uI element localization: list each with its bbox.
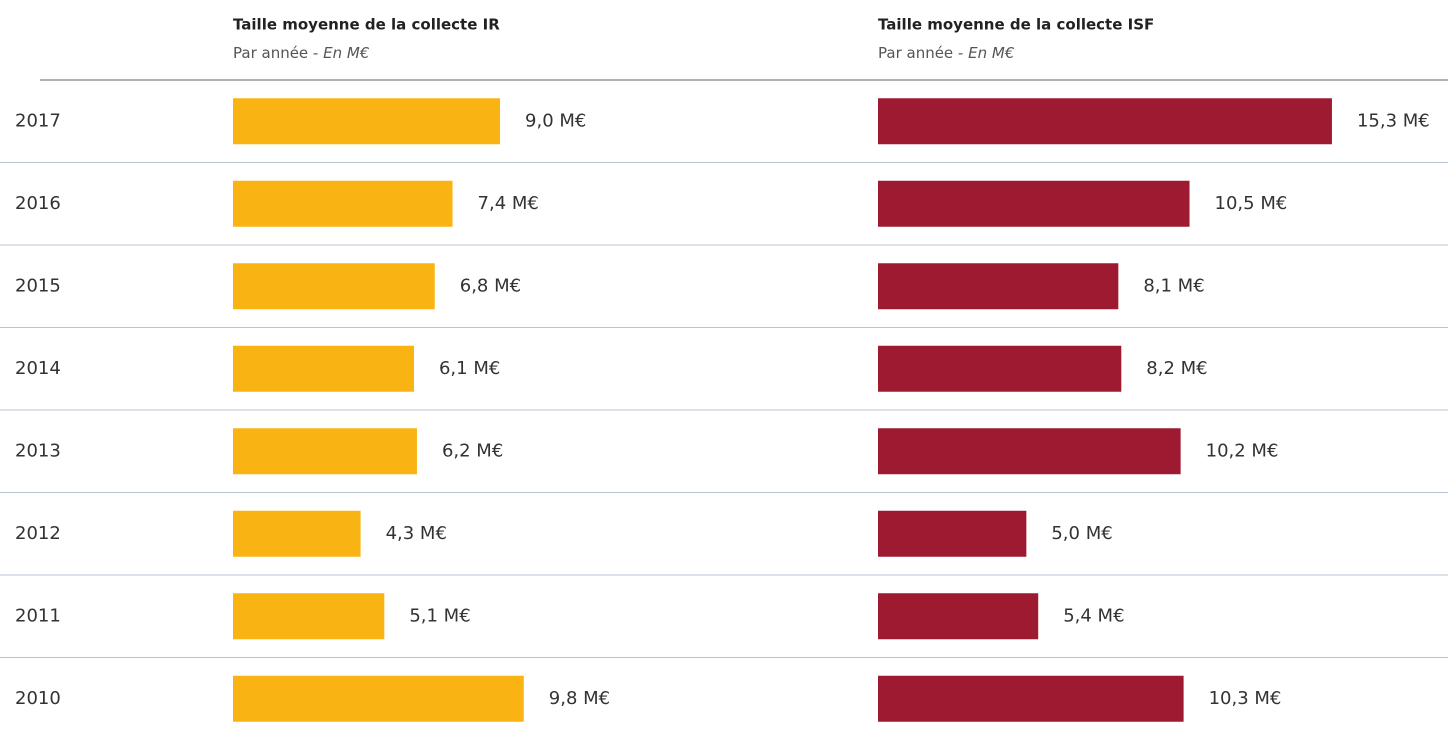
year-label: 2011	[15, 605, 61, 626]
bar	[233, 510, 361, 557]
value-label: 15,3 M€	[1357, 110, 1430, 131]
bar	[878, 180, 1190, 227]
year-label: 2010	[15, 688, 61, 709]
panel-subtitle: Par année - En M€	[878, 44, 1015, 62]
bar	[878, 345, 1122, 392]
bar	[878, 675, 1184, 722]
value-label: 7,4 M€	[478, 193, 539, 214]
subtitle-text: Par année -	[233, 44, 323, 62]
value-label: 5,1 M€	[409, 605, 470, 626]
value-label: 10,3 M€	[1209, 688, 1282, 709]
subtitle-unit: En M€	[968, 44, 1015, 62]
value-label: 10,5 M€	[1215, 193, 1288, 214]
value-label: 6,1 M€	[439, 358, 500, 379]
bar	[233, 593, 385, 640]
value-label: 4,3 M€	[386, 523, 447, 544]
panel-title: Taille moyenne de la collecte IR	[233, 16, 500, 34]
year-label: 2014	[15, 358, 61, 379]
value-label: 6,8 M€	[460, 275, 521, 296]
year-label: 2016	[15, 193, 61, 214]
year-label: 2013	[15, 440, 61, 461]
value-label: 8,1 M€	[1143, 275, 1204, 296]
value-label: 9,0 M€	[525, 110, 586, 131]
bar	[233, 428, 417, 475]
bar	[878, 98, 1332, 145]
value-label: 6,2 M€	[442, 440, 503, 461]
year-label: 2015	[15, 275, 61, 296]
bar	[878, 428, 1181, 475]
bar	[233, 98, 501, 145]
value-label: 5,4 M€	[1063, 605, 1124, 626]
bar	[233, 180, 453, 227]
year-label: 2017	[15, 110, 61, 131]
panel-subtitle: Par année - En M€	[233, 44, 370, 62]
value-label: 8,2 M€	[1146, 358, 1207, 379]
bar	[878, 263, 1119, 310]
bar	[233, 263, 435, 310]
bar	[233, 345, 414, 392]
bar	[878, 593, 1039, 640]
subtitle-text: Par année -	[878, 44, 968, 62]
value-label: 5,0 M€	[1051, 523, 1112, 544]
bar	[878, 510, 1027, 557]
value-label: 9,8 M€	[549, 688, 610, 709]
subtitle-unit: En M€	[323, 44, 370, 62]
year-label: 2012	[15, 523, 61, 544]
value-label: 10,2 M€	[1206, 440, 1279, 461]
panel-title: Taille moyenne de la collecte ISF	[878, 16, 1154, 34]
bar	[233, 675, 524, 722]
